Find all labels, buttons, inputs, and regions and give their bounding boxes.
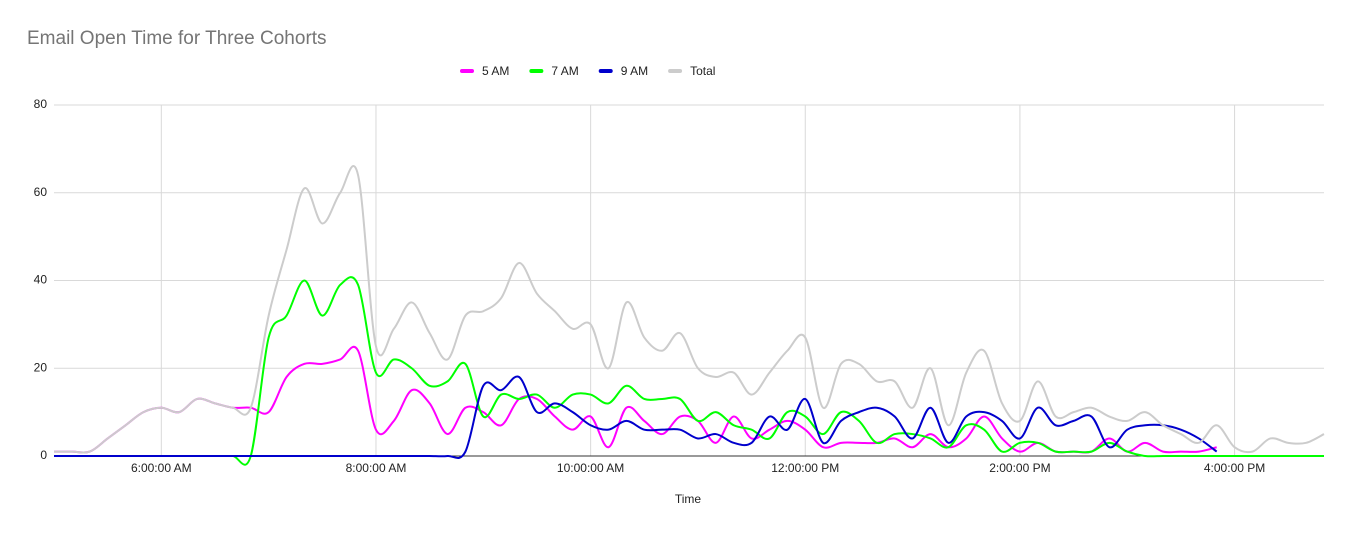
x-tick-label: 6:00:00 AM [131, 461, 192, 475]
y-tick-label: 60 [34, 185, 48, 199]
series-line [54, 375, 1218, 459]
x-tick-label: 4:00:00 PM [1204, 461, 1265, 475]
legend-label: 7 AM [551, 64, 578, 78]
y-tick-label: 20 [34, 360, 48, 374]
legend-label: Total [690, 64, 715, 78]
y-tick-label: 80 [34, 97, 48, 111]
series-line [54, 276, 1324, 466]
x-axis-label: Time [675, 492, 702, 506]
legend: 5 AM 7 AM 9 AM Total [460, 64, 715, 78]
y-tick-label: 0 [40, 448, 47, 462]
y-tick-label: 40 [34, 273, 48, 287]
x-tick-label: 8:00:00 AM [346, 461, 407, 475]
chart-title: Email Open Time for Three Cohorts [27, 28, 327, 49]
series-line [54, 165, 1325, 454]
x-tick-label: 2:00:00 PM [989, 461, 1050, 475]
x-tick-label: 12:00:00 PM [771, 461, 839, 475]
x-tick-label: 10:00:00 AM [557, 461, 624, 475]
legend-label: 5 AM [482, 64, 509, 78]
legend-label: 9 AM [621, 64, 648, 78]
